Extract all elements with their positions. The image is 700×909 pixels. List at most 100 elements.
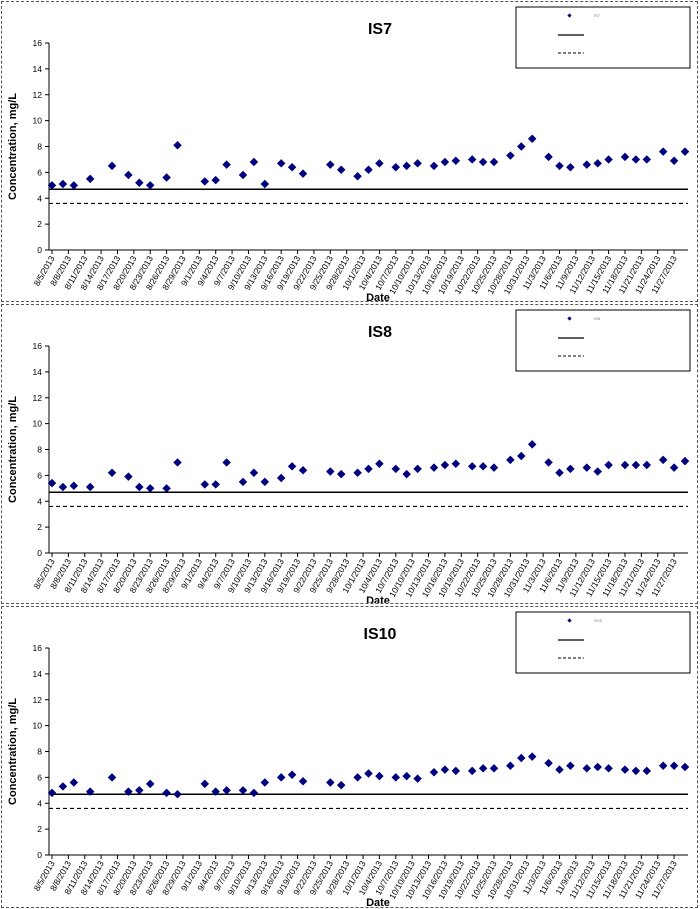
data-point [336,780,346,790]
data-point [517,451,526,461]
data-point [124,787,133,796]
data-point [451,766,461,776]
data-point [173,789,182,799]
data-point [375,771,384,781]
data-point [260,778,270,787]
y-tick-label: 16 [33,341,43,351]
data-point [364,464,373,474]
data-point [566,162,575,172]
data-point [506,761,515,770]
data-point [107,161,117,171]
data-point [47,478,57,488]
data-point [135,482,144,492]
data-point [413,464,422,474]
data-point [58,179,68,189]
data-point [489,157,499,167]
data-point [145,484,155,493]
data-point [173,140,182,150]
data-point [145,181,155,190]
data-point [658,147,668,156]
data-point [467,766,477,776]
data-point [211,787,220,796]
chart-panel-is10: IS10 IS10 Concentration, mg/L 0 2 4 6 8 10 12 14 16… [1,606,698,908]
data-point [478,157,488,167]
data-point [604,460,613,470]
y-tick-label: 2 [37,522,42,532]
chart-title: IS8 [368,324,392,341]
data-point [669,761,679,770]
chart-is10: IS10 IS10 Concentration, mg/L 0 2 4 6 8 10 12 14 16… [7,611,691,907]
data-point [402,771,411,781]
data-point [429,161,439,171]
data-point [162,788,171,798]
data-point [353,468,362,478]
data-point [249,468,259,478]
data-point [364,165,373,175]
data-point [669,156,679,165]
data-point [517,142,526,151]
data-point [413,774,422,783]
data-point [544,458,553,467]
data-point [593,159,602,168]
data-point [467,155,477,164]
y-tick-label: 8 [37,747,42,757]
data-point [287,162,297,172]
chart-title: IS7 [368,21,392,38]
data-point [222,458,231,467]
data-point [642,155,652,164]
data-point [145,779,155,789]
data-point [238,170,248,180]
data-point [440,157,450,167]
legend-box [515,6,691,69]
data-point [413,159,422,168]
data-point [238,477,248,487]
data-point [517,753,526,763]
y-axis-label: Concentration, mg/L [7,93,19,200]
chart-panel-is8: IS8 IS8 Concentration, mg/L 0 2 4 6 8 10 12 14 16 8/… [1,304,698,604]
data-point [593,467,602,476]
data-point [429,767,439,777]
data-point [555,765,564,774]
data-point [582,463,592,472]
data-point [222,160,231,169]
data-point [451,459,461,468]
data-point [478,764,488,773]
x-axis-label: Date [366,897,390,907]
legend: IS7 [515,6,691,69]
data-point [58,482,68,492]
data-point [642,766,652,776]
data-point [527,440,537,449]
y-tick-label: 12 [33,90,43,100]
data-point [69,481,79,490]
data-point [326,467,335,476]
data-point [582,764,592,773]
data-point [238,786,248,795]
data-point [593,762,602,772]
data-point [604,764,613,773]
data-point [631,766,641,776]
data-point [391,162,401,172]
data-point [276,159,286,168]
data-point [402,161,411,171]
data-point [658,761,668,770]
y-tick-label: 2 [37,824,42,834]
data-point [162,484,171,493]
legend: IS8 [515,309,691,372]
y-tick-label: 10 [33,419,43,429]
data-point [287,462,297,471]
data-point [173,458,182,467]
data-point [326,778,335,787]
data-point [124,472,133,481]
y-tick-label: 10 [33,116,43,126]
data-point [58,782,68,791]
data-point [85,787,95,796]
y-axis-label: Concentration, mg/L [7,396,19,503]
y-tick-label: 2 [37,219,42,229]
legend: IS10 [515,611,691,674]
y-tick-label: 8 [37,445,42,455]
data-point [124,170,133,180]
y-axis-label: Concentration, mg/L [7,698,19,805]
y-tick-label: 8 [37,142,42,152]
data-point [85,482,95,492]
